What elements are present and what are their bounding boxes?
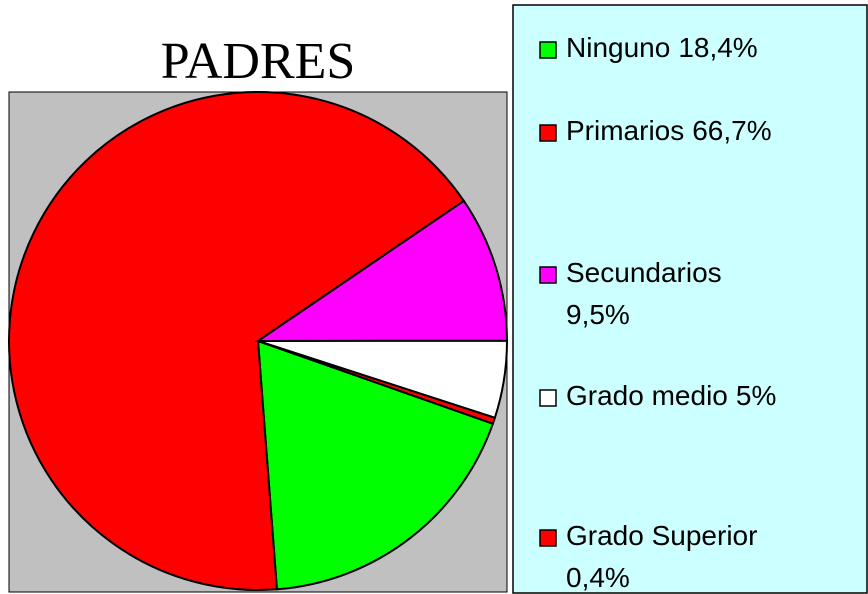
legend-label: Ninguno 18,4% — [566, 32, 758, 63]
legend-value: 5% — [736, 380, 776, 411]
legend-box — [512, 4, 868, 594]
legend-category: Grado medio — [566, 380, 728, 411]
legend-value: 18,4% — [678, 32, 757, 63]
pie-slice — [257, 340, 497, 425]
chart-title: PADRES — [161, 33, 356, 90]
legend-category: Grado Superior — [566, 520, 757, 551]
legend-swatch — [539, 266, 557, 284]
legend-swatch — [539, 389, 557, 407]
legend-label: Grado Superior 0,4% — [566, 520, 757, 593]
legend-label: Primarios 66,7% — [566, 115, 772, 146]
legend-value: 9,5% — [566, 299, 630, 330]
legend-value: 66,7% — [692, 115, 771, 146]
legend-swatch — [539, 124, 557, 142]
legend-category: Primarios — [566, 115, 684, 146]
legend-label: Secundarios 9,5% — [566, 257, 722, 330]
legend-category: Ninguno — [566, 32, 670, 63]
legend-swatch — [539, 41, 557, 59]
legend-value: 0,4% — [566, 562, 630, 593]
pie-slice — [8, 91, 466, 591]
legend-category: Secundarios — [566, 257, 722, 288]
legend-swatch — [539, 529, 557, 547]
legend-label: Grado medio 5% — [566, 380, 776, 411]
pie-slice — [254, 199, 509, 343]
